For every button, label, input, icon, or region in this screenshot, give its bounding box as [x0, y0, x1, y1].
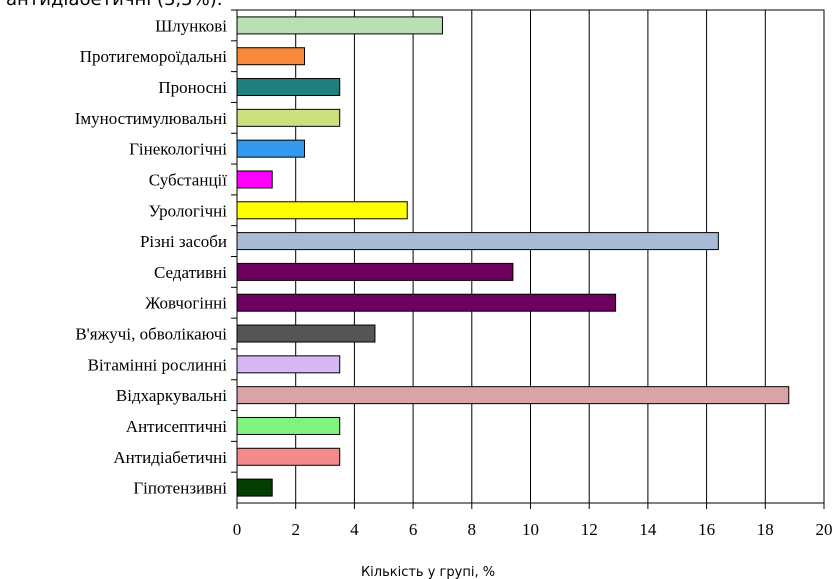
category-label: Антисептичні — [126, 417, 227, 436]
category-label: Шлункові — [155, 16, 227, 35]
bar — [236, 355, 341, 374]
bar — [236, 232, 719, 251]
top-text: антидіабетичні (3,5%). — [6, 0, 222, 10]
x-tick-labels: 0 2 4 6 8 10 12 14 16 18 20 — [233, 503, 833, 539]
bar — [236, 108, 341, 127]
category-label: Субстанції — [149, 170, 227, 189]
x-tick-label: 0 — [233, 520, 242, 539]
category-label: Різні засоби — [140, 232, 227, 251]
x-tick-label: 10 — [522, 520, 539, 539]
category-labels: Шлункові Протигемороїдальні Проносні Імунос… — [75, 9, 237, 498]
bar — [236, 447, 341, 466]
category-label: Седативні — [154, 263, 227, 282]
bar — [236, 16, 443, 35]
x-axis-title: Кількість у групі, % — [361, 565, 495, 579]
category-label: Вітамінні рослинні — [88, 355, 228, 374]
grid-lines — [295, 10, 766, 503]
category-label: Урологічні — [149, 201, 228, 220]
x-tick-label: 14 — [639, 520, 657, 539]
category-label: Антидіабетичні — [113, 448, 227, 467]
bar — [236, 416, 341, 435]
bar — [236, 47, 306, 66]
bar — [236, 386, 790, 405]
bar — [236, 170, 273, 189]
bar — [236, 262, 514, 281]
category-label: Жовчогінні — [145, 294, 227, 313]
category-label: Проносні — [158, 78, 227, 97]
x-tick-label: 16 — [698, 520, 715, 539]
bar — [236, 139, 306, 158]
x-tick-label: 18 — [757, 520, 774, 539]
bar — [236, 78, 341, 97]
bar — [236, 293, 617, 312]
category-label: Гінекологічні — [129, 140, 227, 159]
category-label: Відхаркувальні — [116, 386, 227, 405]
bar — [236, 201, 408, 220]
bar — [236, 478, 273, 497]
x-tick-label: 8 — [468, 520, 477, 539]
x-tick-label: 6 — [409, 520, 418, 539]
plot-frame — [236, 9, 825, 504]
bars — [236, 16, 790, 497]
category-label: В'яжучі, обволікаючі — [75, 325, 227, 344]
category-label: Протигемороїдальні — [80, 47, 228, 66]
x-tick-label: 12 — [581, 520, 598, 539]
bar — [236, 324, 376, 343]
category-label: Гіпотензивні — [133, 479, 227, 498]
x-tick-label: 2 — [291, 520, 300, 539]
category-label: Імуностимулювальні — [75, 109, 228, 128]
x-tick-label: 4 — [350, 520, 359, 539]
x-tick-label: 20 — [816, 520, 833, 539]
